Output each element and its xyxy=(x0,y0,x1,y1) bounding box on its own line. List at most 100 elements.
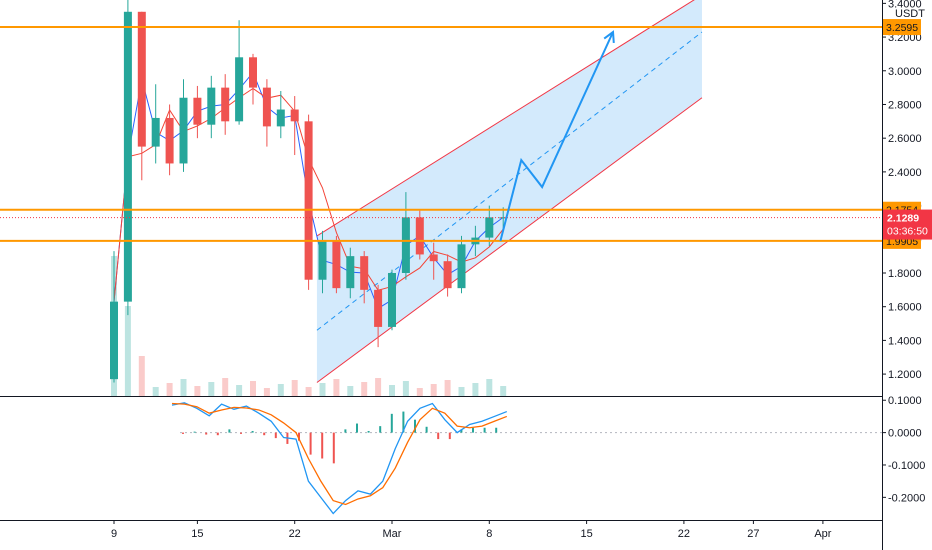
volume-bar xyxy=(319,383,326,396)
channel-fill xyxy=(316,0,702,383)
macd-histogram-bar xyxy=(332,432,335,464)
macd-histogram-bar xyxy=(356,423,358,433)
volume-bar xyxy=(208,382,215,396)
candle-body xyxy=(193,97,202,125)
macd-histogram-bar xyxy=(298,432,300,441)
macd-histogram-bar xyxy=(344,429,347,433)
last-price-countdown: 03:36:50 xyxy=(887,226,928,238)
candle xyxy=(137,11,146,181)
level-tag-label: 3.2595 xyxy=(886,22,918,34)
macd-histogram-bar xyxy=(379,426,382,433)
candle xyxy=(485,205,494,247)
macd-histogram-bar xyxy=(321,432,324,459)
candle-body xyxy=(346,256,355,289)
candle-body xyxy=(443,261,452,289)
volume-bar xyxy=(166,383,173,396)
volume-bar xyxy=(375,378,382,396)
candle-body xyxy=(318,240,327,280)
macd-histogram-bar xyxy=(390,413,393,433)
volume-bar xyxy=(305,387,312,396)
candle-body xyxy=(151,117,160,147)
candle-body xyxy=(499,217,508,219)
currency-label: USDT xyxy=(895,8,925,20)
candle xyxy=(360,251,369,304)
volume-bar xyxy=(263,388,270,396)
candle-body xyxy=(207,87,216,125)
candle xyxy=(429,242,438,280)
time-tick-label: 22 xyxy=(678,528,690,540)
time-tick-label: 22 xyxy=(289,528,301,540)
macd-histogram-bar xyxy=(251,430,254,433)
macd-histogram-bar xyxy=(425,426,428,433)
candle-body xyxy=(290,109,299,122)
level-tag xyxy=(883,19,921,36)
macd-histogram-bar xyxy=(228,429,231,433)
candle-body xyxy=(360,256,369,290)
volume-bar xyxy=(250,381,256,396)
volume-bar xyxy=(472,383,479,396)
candle xyxy=(388,269,396,331)
macd-tick-label: 0.0000 xyxy=(888,428,922,440)
macd-histogram-bar xyxy=(472,427,474,433)
macd-histogram-bar xyxy=(437,432,440,440)
candle-body xyxy=(276,109,285,127)
volume-bar xyxy=(180,379,187,396)
candle xyxy=(290,96,299,156)
last-price-tag xyxy=(883,209,932,240)
candle-body xyxy=(388,272,396,327)
candle-body xyxy=(262,87,271,127)
projection-path xyxy=(499,31,614,242)
time-tick-label: 27 xyxy=(747,528,759,540)
candle-body xyxy=(235,57,244,122)
macd-histogram-bar xyxy=(205,432,208,435)
candle xyxy=(401,192,410,280)
macd-histogram-bar xyxy=(402,411,405,433)
price-tick-label: 2.8000 xyxy=(888,99,922,111)
macd-histogram-bar xyxy=(448,432,451,440)
price-tick-label: 2.4000 xyxy=(888,167,922,179)
volume-bar xyxy=(486,379,493,396)
candle xyxy=(123,0,132,316)
volume-bar xyxy=(430,384,437,396)
candle-body xyxy=(374,289,383,327)
candle xyxy=(276,90,285,139)
macd-tick-label: -0.1000 xyxy=(888,460,925,472)
candle xyxy=(235,20,244,125)
candle xyxy=(374,284,383,348)
macd-histogram-bar xyxy=(216,432,219,436)
candle xyxy=(262,79,271,147)
volume-bar xyxy=(389,385,395,396)
price-tick-label: 1.8000 xyxy=(888,268,922,280)
candle-body xyxy=(457,244,466,289)
candle-body xyxy=(110,301,118,380)
macd-histogram-bar xyxy=(309,432,312,455)
candle-body xyxy=(429,254,438,262)
volume-bar xyxy=(416,388,423,396)
macd-histogram-bar xyxy=(263,432,266,436)
volume-bar xyxy=(236,385,243,396)
candle xyxy=(346,247,355,299)
volume-bar xyxy=(291,380,298,396)
volume-bar xyxy=(444,380,451,396)
time-tick-label: 9 xyxy=(111,528,117,540)
last-price-label: 2.1289 xyxy=(887,213,919,225)
macd-tick-label: -0.2000 xyxy=(888,492,925,504)
candle xyxy=(151,84,160,164)
macd-histogram-bar xyxy=(495,427,498,433)
time-tick-label: Apr xyxy=(814,528,831,540)
time-tick-label: 15 xyxy=(191,528,203,540)
candle xyxy=(179,79,188,172)
candle xyxy=(304,114,313,290)
macd-tick-label: 0.1000 xyxy=(888,395,922,407)
macd-histogram-bar xyxy=(483,427,486,433)
signal-line xyxy=(171,402,508,506)
macd-histogram-bar xyxy=(274,432,277,439)
candle xyxy=(457,235,466,294)
volume-bar xyxy=(222,378,229,396)
candle-body xyxy=(332,240,341,289)
price-tick-label: 2.6000 xyxy=(888,133,922,145)
candle xyxy=(249,53,257,105)
candle xyxy=(221,74,230,135)
